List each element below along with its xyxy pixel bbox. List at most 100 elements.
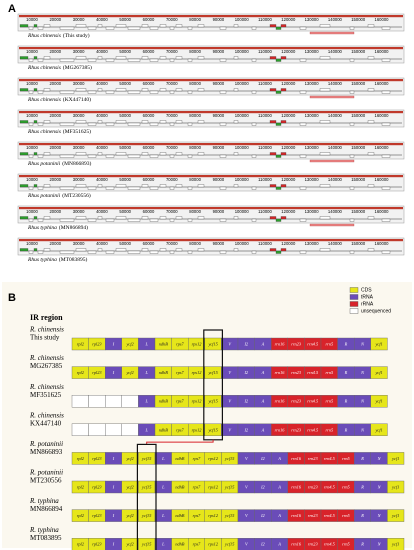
gene-block: [59, 154, 75, 158]
ruler-label: 30000: [73, 113, 85, 118]
gene-box: [370, 366, 388, 379]
gene-name: ycf2: [126, 484, 135, 489]
gene-block: [97, 184, 103, 188]
gene-block: [97, 88, 103, 92]
species-name: R. potaninii: [29, 469, 63, 477]
gene-block: [367, 152, 375, 156]
gene-block: [175, 248, 183, 252]
gene-block: [159, 184, 167, 188]
gene-name: A: [277, 542, 281, 547]
gene-block: [381, 122, 391, 126]
gene-block: [299, 218, 307, 222]
gene-name: rpl2: [77, 370, 85, 375]
gene-block: [280, 24, 287, 28]
gene-name: rps12: [192, 399, 203, 404]
gene-name: I2: [260, 456, 265, 461]
gene-block: [275, 186, 282, 190]
track-label: Rhus potaninii (MN866893): [27, 160, 91, 167]
gene-name: I: [112, 484, 115, 489]
panel-label: B: [8, 292, 16, 304]
gene-block: [367, 216, 375, 220]
gene-name: rrn5: [325, 370, 333, 375]
gene-block: [159, 88, 167, 92]
ruler-label: 20000: [49, 177, 61, 182]
gene-name: rps7: [193, 456, 201, 461]
ruler-label: 100000: [235, 177, 250, 182]
ruler-label: 70000: [166, 145, 178, 150]
ruler-label: 70000: [166, 241, 178, 246]
gene-name: I: [112, 542, 115, 547]
ruler-label: 40000: [96, 17, 108, 22]
gene-name: rrn5: [325, 427, 333, 432]
gene-name: rrn16: [291, 484, 302, 489]
accession: (MG267385): [63, 64, 92, 71]
gene-block: [187, 26, 193, 30]
ruler-label: 140000: [328, 209, 343, 214]
gene-name: rrn4.5: [307, 341, 319, 346]
gene-block: [43, 248, 51, 252]
gene-block: [169, 26, 175, 30]
accession: (MT083895): [59, 256, 88, 263]
ruler-label: 160000: [375, 177, 390, 182]
species-name: R. chinensis: [29, 411, 64, 419]
gene-block: [233, 88, 239, 92]
ruler-label: 80000: [189, 49, 201, 54]
ruler-label: 40000: [96, 49, 108, 54]
ruler-label: 20000: [49, 49, 61, 54]
gene-name: rpl23: [92, 341, 101, 346]
gene-block: [280, 152, 287, 156]
gene-name: rpl2: [77, 456, 85, 461]
ruler-label: 40000: [96, 209, 108, 214]
accession: MN866894: [30, 505, 63, 513]
gene-name: rrn23: [291, 399, 301, 404]
ruler-label: 110000: [258, 177, 272, 182]
gene-block: [115, 24, 127, 28]
gene-name: I: [112, 370, 115, 375]
gene-name: rps7: [176, 399, 184, 404]
ruler-label: 60000: [143, 49, 155, 54]
gene-block: [59, 218, 75, 222]
gene-block: [87, 186, 97, 190]
gene-block: [43, 184, 51, 188]
gene-block: [275, 26, 282, 30]
gene-name: rrn16: [291, 513, 302, 518]
gene-block: [233, 248, 239, 252]
gene-block: [251, 90, 257, 94]
gene-box: [121, 423, 139, 436]
gene-name: V: [228, 341, 232, 346]
gene-block: [169, 186, 175, 190]
gene-block: [233, 56, 239, 60]
gene-name: ycf2: [126, 542, 135, 547]
gene-block: [275, 154, 282, 158]
gene-block: [105, 250, 115, 254]
accession: (MF351625): [63, 128, 91, 135]
track-label: Rhus typhina (MT083895): [27, 256, 87, 263]
gene-name: rrn16: [275, 370, 286, 375]
gene-block: [115, 120, 127, 124]
accession: MF351625: [30, 391, 62, 399]
gene-name: rpl23: [92, 542, 101, 547]
ruler-label: 100000: [235, 49, 250, 54]
gene-name: L: [161, 542, 165, 547]
ruler-label: 20000: [49, 145, 61, 150]
gene-name: ycf15: [224, 484, 235, 489]
gene-name: ycf15: [141, 542, 152, 547]
gene-block: [233, 216, 239, 220]
gene-block: [97, 248, 103, 252]
gene-block: [175, 152, 183, 156]
ruler-label: 30000: [73, 17, 85, 22]
gene-name: rrn16: [275, 341, 286, 346]
gene-name: L: [145, 427, 149, 432]
gene-block: [251, 186, 257, 190]
gene-block: [280, 120, 287, 124]
ruler-label: 160000: [375, 17, 390, 22]
gene-block: [349, 122, 355, 126]
gene-box: [387, 452, 405, 465]
gene-block: [349, 26, 355, 30]
gene-block: [59, 58, 75, 62]
gene-block: [233, 184, 239, 188]
gene-block: [33, 152, 38, 156]
gene-block: [149, 250, 159, 254]
gene-box: [387, 480, 405, 494]
gene-name: I2: [244, 399, 249, 404]
